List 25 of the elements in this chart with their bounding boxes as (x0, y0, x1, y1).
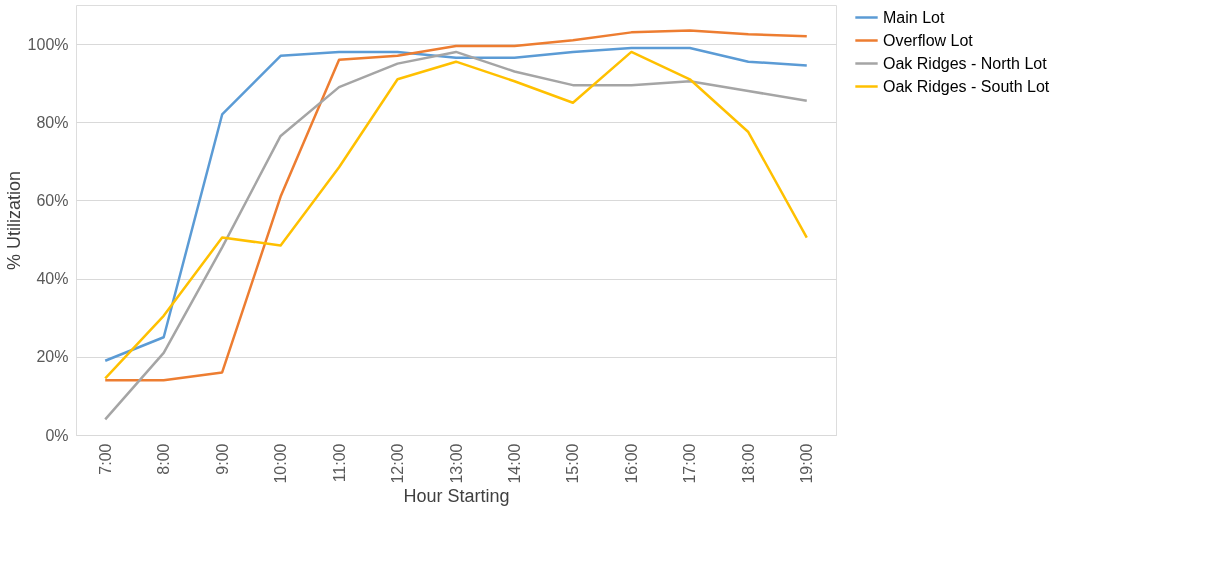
y-tick-label: 100% (27, 35, 69, 53)
x-tick-label: 13:00 (447, 443, 465, 484)
x-tick-label: 7:00 (96, 443, 114, 475)
legend-label: Main Lot (883, 8, 945, 26)
y-tick-label: 40% (36, 270, 69, 288)
legend-label: Oak Ridges - North Lot (883, 54, 1048, 72)
x-tick-label: 18:00 (739, 443, 757, 484)
x-tick-label: 8:00 (155, 443, 173, 475)
x-tick-label: 11:00 (330, 443, 348, 483)
x-tick-label: 15:00 (564, 443, 582, 484)
y-tick-label: 60% (36, 191, 69, 209)
x-tick-label: 14:00 (505, 443, 523, 484)
x-tick-label: 16:00 (622, 443, 640, 484)
x-tick-label: 12:00 (389, 443, 407, 484)
legend-label: Overflow Lot (883, 31, 974, 49)
x-tick-label: 17:00 (681, 443, 699, 484)
legend-label: Oak Ridges - South Lot (883, 77, 1050, 95)
x-tick-label: 9:00 (213, 443, 231, 475)
y-axis-title: % Utilization (3, 170, 24, 271)
y-tick-label: 0% (45, 426, 69, 444)
x-tick-label: 10:00 (272, 443, 290, 484)
x-axis-title: Hour Starting (403, 485, 510, 506)
y-tick-label: 20% (36, 348, 69, 366)
x-tick-label: 19:00 (798, 443, 816, 484)
y-tick-label: 80% (36, 113, 69, 131)
